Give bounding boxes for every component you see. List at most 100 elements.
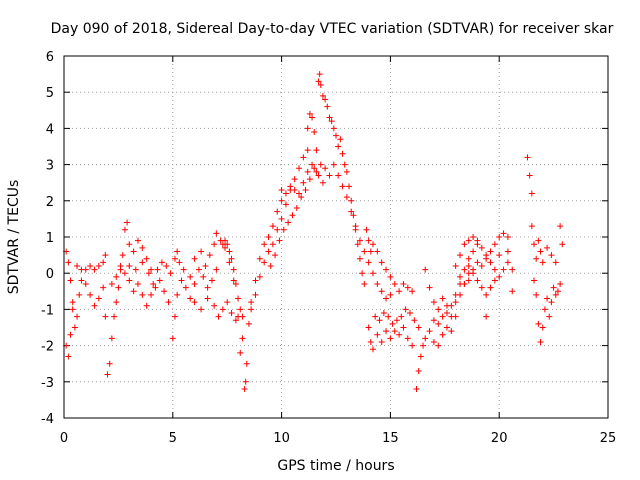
data-point [435,306,442,313]
data-point [278,186,285,193]
data-point [161,288,168,295]
data-point [376,317,383,324]
data-point [226,248,233,255]
data-point [243,360,250,367]
data-point [500,266,507,273]
data-point [78,277,85,284]
data-point [361,281,368,288]
data-point [248,299,255,306]
data-point [452,262,459,269]
data-point [65,353,72,360]
data-point [213,230,220,237]
data-point [552,291,559,298]
data-point [317,161,324,168]
data-point [430,338,437,345]
data-point [322,165,329,172]
data-point [145,270,152,277]
data-point [524,154,531,161]
data-point [439,313,446,320]
data-point [404,335,411,342]
data-point [365,324,372,331]
data-point [198,248,205,255]
data-point [74,262,81,269]
data-point [319,179,326,186]
data-point [71,324,78,331]
data-point [208,277,215,284]
chart-title: Day 090 of 2018, Sidereal Day-to-day VTE… [51,21,614,37]
data-point [285,219,292,226]
data-point [491,241,498,248]
data-point [385,313,392,320]
data-point [396,288,403,295]
data-point [280,226,287,233]
data-point [76,291,83,298]
data-point [367,338,374,345]
data-point [187,273,194,280]
data-point [504,259,511,266]
data-point [230,266,237,273]
axis-ticks: 0 5 10 15 20 25 -4 -3 -2 -1 0 1 2 3 4 5 6 [41,50,616,446]
data-point [67,331,74,338]
data-point [354,241,361,248]
data-point [548,252,555,259]
data-point [448,302,455,309]
y-tick-label: -1 [41,303,54,318]
data-point [87,291,94,298]
data-point [91,302,98,309]
data-point [324,103,331,110]
data-point [531,241,538,248]
data-point [365,237,372,244]
data-point [230,277,237,284]
data-point [546,313,553,320]
data-point [313,168,320,175]
data-point [282,190,289,197]
data-point [180,266,187,273]
data-point [276,237,283,244]
data-point [550,284,557,291]
data-point [430,317,437,324]
data-point [426,328,433,335]
data-point [165,299,172,306]
data-point [309,114,316,121]
data-point [483,291,490,298]
data-point [496,234,503,240]
x-tick-label: 0 [60,431,68,446]
data-point [400,281,407,288]
data-point [350,212,357,219]
data-point [69,299,76,306]
data-point [252,277,259,284]
data-point [206,252,213,259]
data-point [491,277,498,284]
data-point [224,241,231,248]
data-point [119,252,126,259]
data-point [348,208,355,215]
data-point [348,197,355,204]
data-point [365,259,372,266]
data-point [315,172,322,179]
data-point [265,248,272,255]
data-point [443,324,450,331]
data-point [104,371,111,378]
data-point [406,310,413,317]
data-point [117,262,124,269]
data-point [363,226,370,233]
data-point [306,176,313,183]
data-point [420,342,427,349]
data-point [232,317,239,324]
data-point [313,147,320,154]
data-point [415,367,422,374]
data-point [330,161,337,168]
data-point [74,313,81,320]
data-point [265,234,272,240]
data-point [383,328,390,335]
data-point [304,125,311,132]
data-point [100,284,107,291]
data-point [387,291,394,298]
data-point [557,281,564,288]
data-point [248,306,255,313]
data-point [483,255,490,262]
data-point [291,186,298,193]
data-point [316,71,323,78]
data-point [154,266,161,273]
data-point [171,313,178,320]
